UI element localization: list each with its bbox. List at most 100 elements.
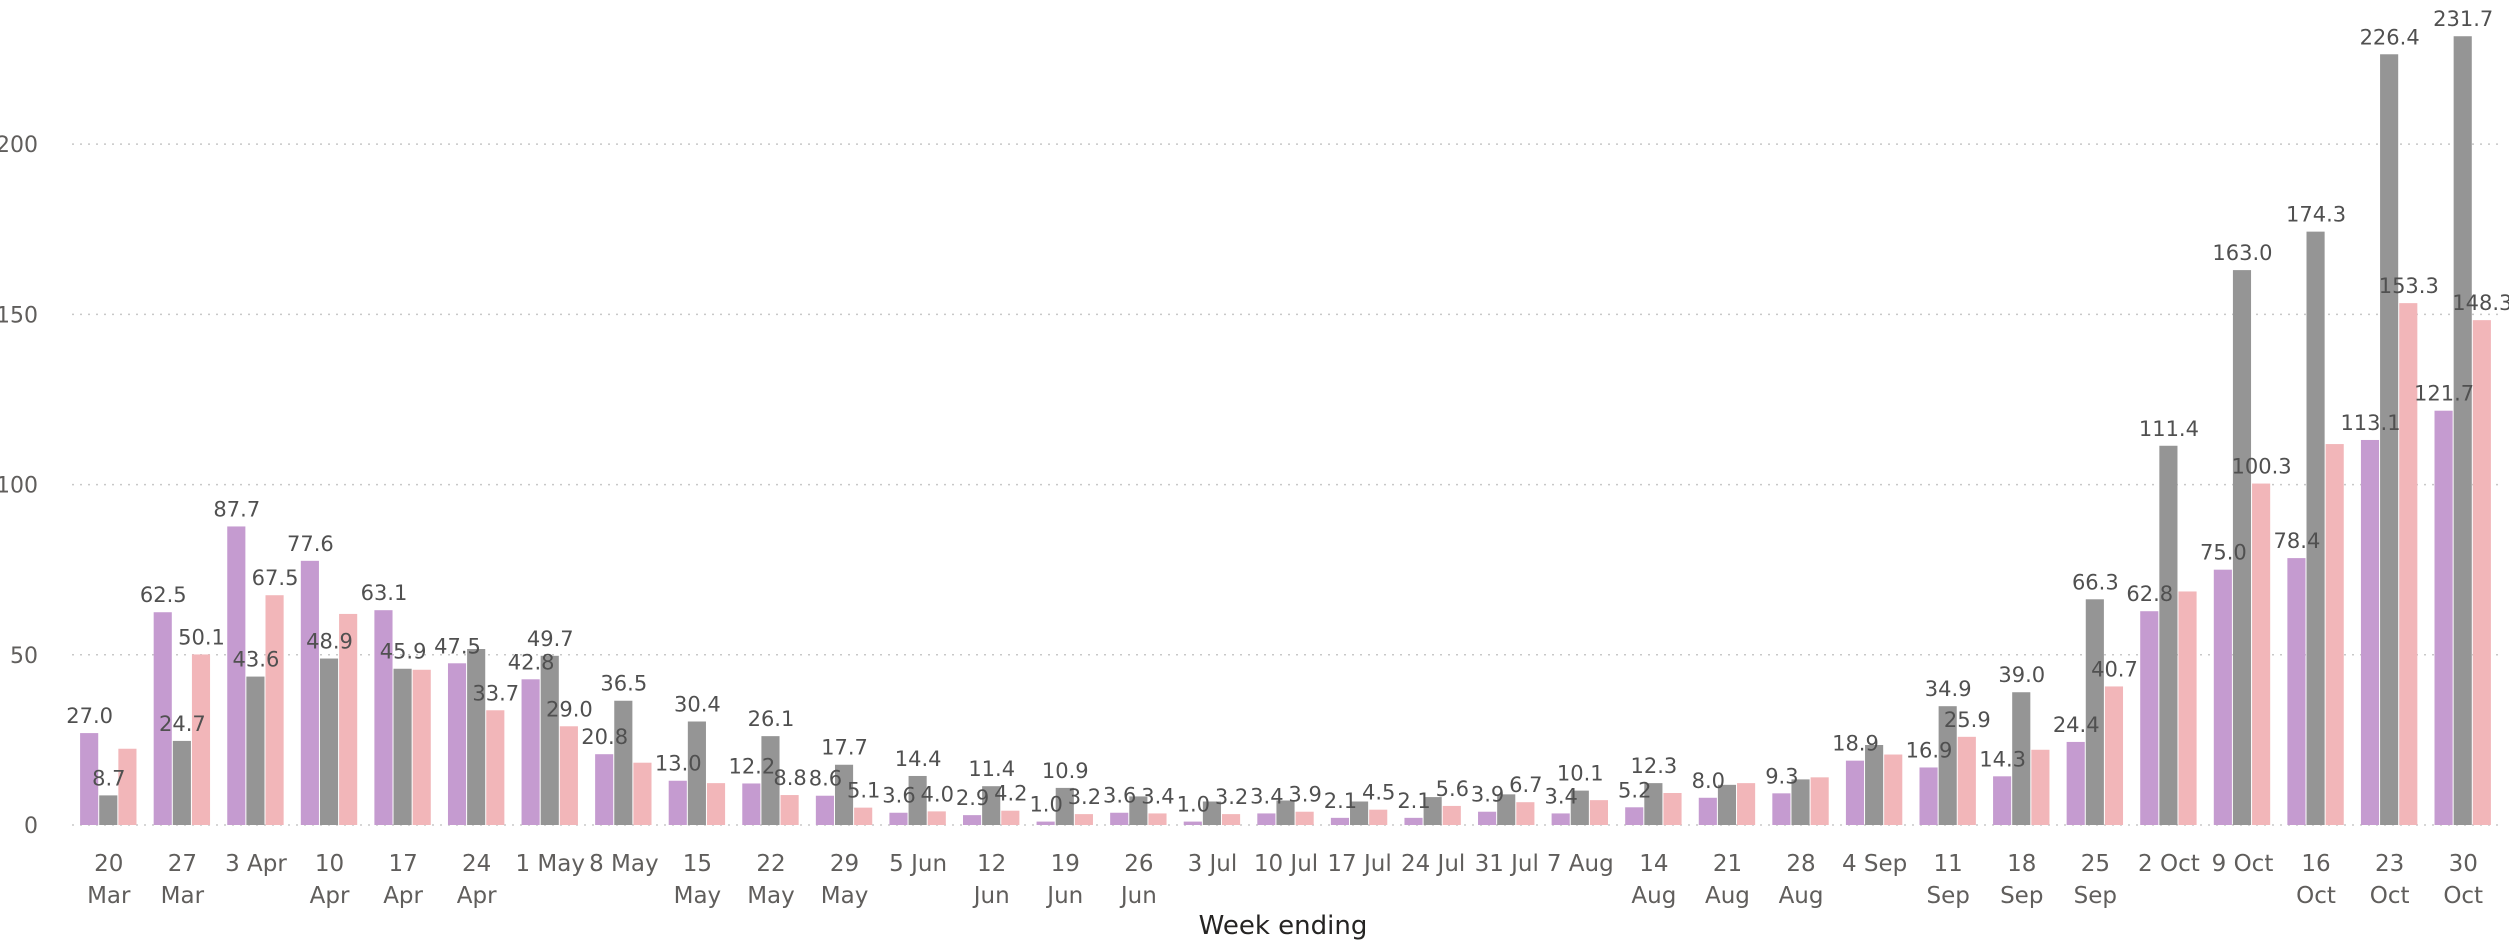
data-label: 3.4	[1544, 784, 1577, 808]
x-tick-label: 27	[168, 851, 197, 877]
bar	[172, 740, 191, 825]
data-label: 45.9	[380, 640, 427, 664]
bar	[2306, 231, 2325, 825]
x-tick-label: Oct	[2370, 883, 2410, 909]
x-tick-label: 17	[388, 851, 417, 877]
data-label: 40.7	[2091, 657, 2138, 681]
data-label: 8.8	[773, 766, 806, 790]
bar	[80, 733, 99, 825]
data-label: 12.3	[1630, 754, 1677, 778]
y-tick-label: 50	[10, 644, 38, 669]
bar	[1516, 802, 1535, 825]
data-label: 34.9	[1925, 677, 1972, 701]
data-label: 5.1	[847, 779, 880, 803]
bar	[742, 783, 761, 825]
x-tick-label: 3 Jul	[1188, 851, 1238, 877]
data-label: 14.3	[1979, 747, 2026, 771]
data-label: 113.1	[2340, 411, 2400, 435]
bar	[2213, 569, 2232, 825]
data-label: 26.1	[748, 707, 795, 731]
bar	[2434, 410, 2453, 825]
bar	[2159, 445, 2178, 825]
data-label: 4.5	[1362, 781, 1395, 805]
x-tick-label: 12	[977, 851, 1006, 877]
x-tick-label: 31 Jul	[1475, 851, 1539, 877]
data-label: 3.9	[1288, 783, 1321, 807]
data-label: 2.1	[1324, 789, 1357, 813]
x-tick-label: 3 Apr	[225, 851, 287, 877]
bar	[153, 612, 172, 825]
x-tick-label: 16	[2301, 851, 2330, 877]
bar	[1957, 736, 1976, 825]
data-label: 30.4	[674, 693, 721, 717]
x-axis-title: Week ending	[1199, 911, 1368, 941]
data-label: 50.1	[178, 625, 225, 649]
bar	[191, 654, 211, 825]
data-label: 8.7	[92, 766, 125, 790]
data-label: 67.5	[252, 566, 299, 590]
data-label: 13.0	[655, 752, 702, 776]
bar	[1442, 805, 1461, 825]
x-tick-label: Aug	[1705, 883, 1750, 909]
x-tick-label: 17 Jul	[1327, 851, 1391, 877]
x-tick-label: 7 Aug	[1547, 851, 1614, 877]
bar	[1865, 745, 1884, 825]
x-tick-label: 20	[94, 851, 123, 877]
data-label: 24.4	[2053, 713, 2100, 737]
data-label: 9.3	[1765, 764, 1798, 788]
bar	[1295, 811, 1314, 825]
x-tick-label: 26	[1124, 851, 1153, 877]
x-tick-label: Sep	[2074, 883, 2117, 909]
x-tick-label: Oct	[2296, 883, 2336, 909]
bar	[854, 807, 873, 825]
data-label: 18.9	[1832, 732, 1879, 756]
x-tick-label: Jun	[972, 883, 1010, 909]
bar	[595, 754, 614, 825]
bar	[1183, 821, 1202, 825]
x-tick-label: 4 Sep	[1842, 851, 1907, 877]
data-label: 163.0	[2212, 241, 2272, 265]
bar	[1717, 784, 1737, 825]
data-label: 62.5	[140, 583, 187, 607]
bar	[1350, 801, 1369, 825]
bar	[927, 811, 946, 825]
data-label: 2.9	[956, 786, 989, 810]
bar	[687, 721, 706, 825]
bar	[1570, 790, 1589, 825]
data-label: 12.2	[728, 754, 775, 778]
data-label: 25.9	[1944, 708, 1991, 732]
data-label: 4.2	[994, 782, 1027, 806]
bar	[374, 610, 393, 825]
bar	[2287, 558, 2306, 825]
x-tick-label: 30	[2449, 851, 2478, 877]
data-label: 87.7	[213, 497, 260, 521]
bar	[2085, 599, 2104, 825]
data-labels: 27.0 8.7 62.5 24.7 50.1 87.7 43.6 67.5 77.6 48.9 6…	[66, 7, 2509, 816]
bar	[706, 783, 726, 825]
bar	[1644, 783, 1663, 825]
bar	[982, 786, 1001, 825]
bar	[319, 658, 339, 825]
bar	[761, 736, 780, 825]
x-tick-label: Aug	[1779, 883, 1824, 909]
data-label: 39.0	[1998, 663, 2045, 687]
bar	[1202, 801, 1221, 825]
x-tick-label: 10	[315, 851, 344, 877]
bar	[1330, 817, 1350, 825]
data-label: 10.1	[1557, 762, 1604, 786]
data-label: 8.0	[1692, 769, 1725, 793]
x-tick-label: 5 Jun	[889, 851, 947, 877]
x-tick-label: Mar	[161, 883, 205, 909]
data-label: 226.4	[2360, 25, 2420, 49]
x-tick-label: 9 Oct	[2212, 851, 2274, 877]
bar	[1001, 810, 1020, 825]
x-tick-label: Oct	[2443, 883, 2483, 909]
x-tick-label: Aug	[1631, 883, 1676, 909]
x-tick-label: 28	[1786, 851, 1815, 877]
x-tick-label: 18	[2007, 851, 2036, 877]
data-label: 1.0	[1029, 793, 1062, 817]
bar	[2232, 270, 2252, 825]
bar	[265, 595, 284, 825]
data-label: 16.9	[1906, 738, 1953, 762]
